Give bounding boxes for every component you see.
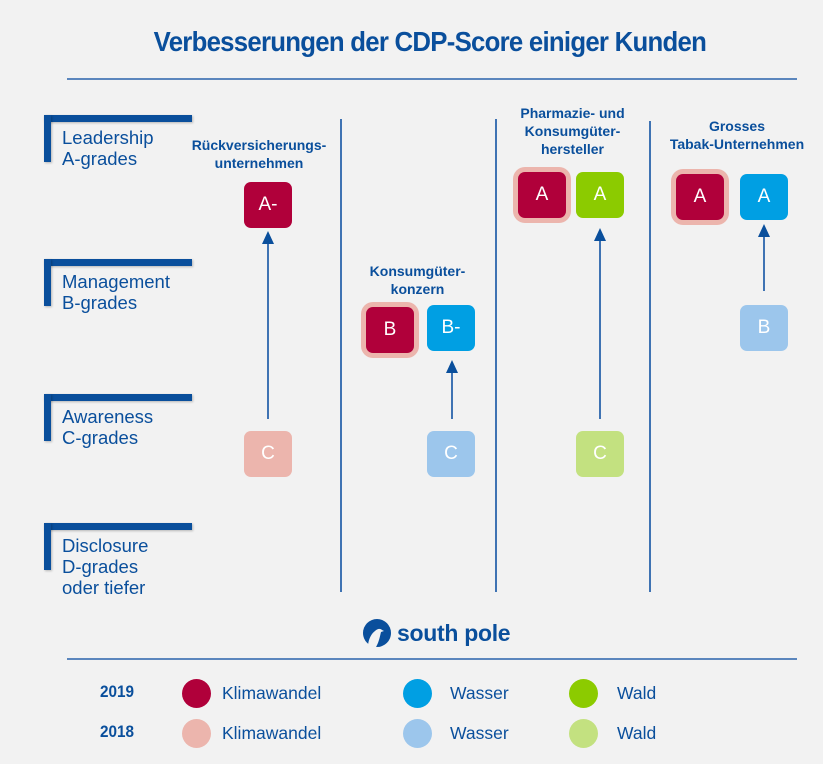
- level-bracket-horizontal: [44, 259, 192, 266]
- level-label: Management B-grades: [62, 271, 170, 313]
- company-title-line: Rückversicherungs-: [191, 137, 327, 153]
- page-title: Verbesserungen der CDP-Score einiger Kun…: [153, 26, 707, 57]
- level-label: Awareness C-grades: [62, 406, 153, 448]
- company-title-line: Konsumgüter-: [524, 123, 621, 139]
- company-title-line: Tabak-Unternehmen: [669, 136, 805, 152]
- legend-year-2018: 2018: [100, 722, 135, 741]
- legend-label: Klimawandel: [222, 723, 322, 743]
- company-title-line: Grosses: [708, 118, 766, 134]
- improvement-arrow: [446, 360, 458, 419]
- level-name: Leadership: [62, 127, 154, 148]
- score-2018-klimawandel: C: [244, 431, 292, 477]
- company-title: Pharmazie- und Konsumgüter- hersteller: [500, 104, 645, 158]
- legend-year-2019: 2019: [100, 682, 135, 701]
- company-title-line: hersteller: [540, 141, 605, 157]
- level-bracket-vertical: [44, 394, 51, 441]
- legend-divider: [67, 658, 797, 660]
- level-bracket-horizontal: [44, 394, 192, 401]
- score-2019-2018-klimawandel: B: [366, 307, 414, 353]
- level-bracket-horizontal: [44, 115, 192, 122]
- score-2018-wasser: C: [427, 431, 475, 477]
- legend-swatch-wald-2019: [569, 679, 598, 708]
- company-title: Grosses Tabak-Unternehmen: [653, 117, 821, 153]
- level-name: Awareness: [62, 406, 154, 427]
- improvement-arrow: [758, 224, 770, 291]
- legend-label: Wald: [617, 723, 657, 743]
- level-name: Disclosure: [62, 535, 149, 556]
- level-label: Leadership A-grades: [62, 127, 154, 169]
- score-2019-wasser: A: [740, 174, 788, 220]
- level-grade: D-grades: [62, 556, 139, 577]
- logo-text: south pole: [397, 619, 511, 646]
- legend-label: Wasser: [450, 723, 509, 743]
- column-divider: [340, 119, 342, 592]
- score-2019-2018-klimawandel: A: [676, 174, 724, 220]
- score-2019-wasser: B-: [427, 305, 475, 351]
- title-divider: [67, 78, 797, 80]
- level-name: Management: [62, 271, 170, 292]
- level-bracket-vertical: [44, 259, 51, 306]
- legend-swatch-klimawandel-2019: [182, 679, 211, 708]
- legend-swatch-wasser-2019: [403, 679, 432, 708]
- company-title-line: Konsumgüter-: [369, 263, 466, 279]
- improvement-arrow: [262, 231, 274, 419]
- legend-swatch-klimawandel-2018: [182, 719, 211, 748]
- level-bracket-horizontal: [44, 523, 192, 530]
- score-2018-wald: C: [576, 431, 624, 477]
- company-title-line: unternehmen: [214, 155, 304, 171]
- company-title-line: konzern: [390, 281, 445, 297]
- company-title: Rückversicherungs- unternehmen: [186, 136, 332, 172]
- level-bracket-vertical: [44, 523, 51, 570]
- score-2019-2018-klimawandel: A: [518, 172, 566, 218]
- legend-swatch-wald-2018: [569, 719, 598, 748]
- legend-label: Wald: [617, 683, 657, 703]
- score-2018-wasser: B: [740, 305, 788, 351]
- legend-label: Wasser: [450, 683, 509, 703]
- level-grade: C-grades: [62, 427, 139, 448]
- level-grade: B-grades: [62, 292, 138, 313]
- column-divider: [495, 119, 497, 592]
- legend-label: Klimawandel: [222, 683, 322, 703]
- level-grade: A-grades: [62, 148, 138, 169]
- legend-swatch-wasser-2018: [403, 719, 432, 748]
- score-2019-wald: A: [576, 172, 624, 218]
- score-2019-klimawandel: A-: [244, 182, 292, 228]
- penguin-icon: [363, 619, 391, 647]
- level-bracket-vertical: [44, 115, 51, 162]
- column-divider: [649, 121, 651, 592]
- company-title: Konsumgüter- konzern: [345, 262, 490, 298]
- company-title-line: Pharmazie- und: [520, 105, 625, 121]
- level-label: Disclosure D-grades oder tiefer: [62, 535, 148, 598]
- level-grade-note: oder tiefer: [62, 577, 146, 598]
- improvement-arrow: [594, 228, 606, 419]
- south-pole-logo: south pole: [362, 618, 511, 648]
